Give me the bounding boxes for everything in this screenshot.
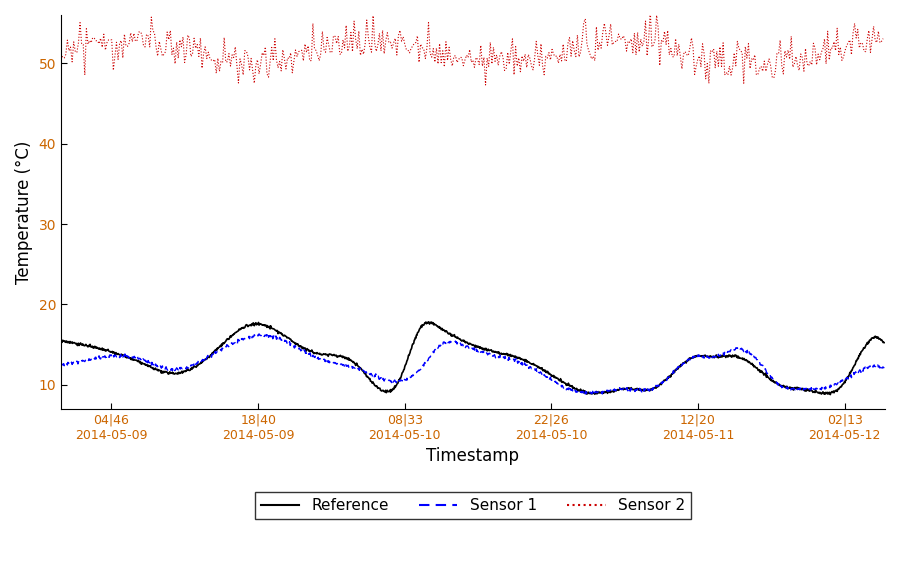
X-axis label: Timestamp: Timestamp — [427, 448, 520, 466]
Y-axis label: Temperature (°C): Temperature (°C) — [15, 140, 33, 284]
Legend: Reference, Sensor 1, Sensor 2: Reference, Sensor 1, Sensor 2 — [254, 492, 691, 519]
